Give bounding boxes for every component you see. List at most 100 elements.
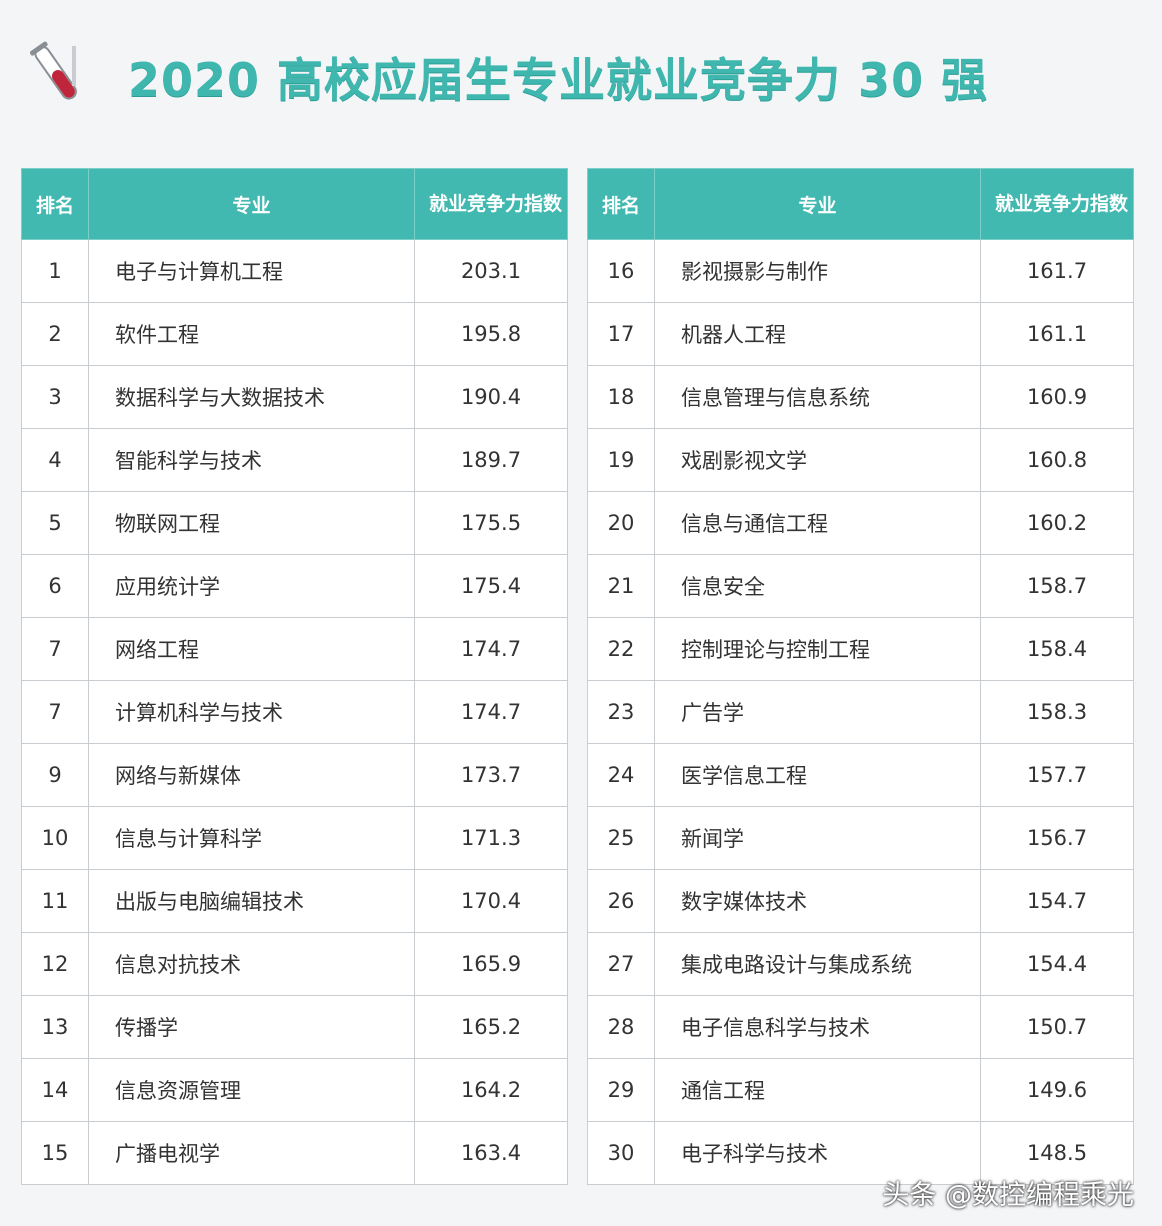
table-row: 11 出版与电脑编辑技术 170.4 <box>21 869 568 933</box>
major-cell: 计算机科学与技术 <box>88 680 415 744</box>
major-cell: 数字媒体技术 <box>654 869 981 933</box>
score-cell: 203.1 <box>414 239 568 303</box>
table-row: 15 广播电视学 163.4 <box>21 1121 568 1185</box>
rank-cell: 15 <box>21 1121 89 1185</box>
score-cell: 161.7 <box>980 239 1134 303</box>
major-cell: 新闻学 <box>654 806 981 870</box>
major-cell: 信息安全 <box>654 554 981 618</box>
header-score: 就业竞争力指数 <box>980 168 1134 240</box>
major-cell: 医学信息工程 <box>654 743 981 807</box>
table-row: 9 网络与新媒体 173.7 <box>21 743 568 807</box>
major-cell: 信息资源管理 <box>88 1058 415 1122</box>
ranking-table-right: 排名 专业 就业竞争力指数 16 影视摄影与制作 161.7 17 机器人工程 161.1… <box>587 168 1134 1185</box>
rank-cell: 26 <box>587 869 655 933</box>
rank-cell: 7 <box>21 617 89 681</box>
score-cell: 156.7 <box>980 806 1134 870</box>
table-row: 2 软件工程 195.8 <box>21 302 568 366</box>
rank-cell: 18 <box>587 365 655 429</box>
major-cell: 广告学 <box>654 680 981 744</box>
score-cell: 165.2 <box>414 995 568 1059</box>
table-row: 27 集成电路设计与集成系统 154.4 <box>587 932 1134 996</box>
score-cell: 150.7 <box>980 995 1134 1059</box>
score-cell: 154.4 <box>980 932 1134 996</box>
score-cell: 154.7 <box>980 869 1134 933</box>
table-row: 26 数字媒体技术 154.7 <box>587 869 1134 933</box>
table-row: 13 传播学 165.2 <box>21 995 568 1059</box>
rank-cell: 7 <box>21 680 89 744</box>
table-row: 4 智能科学与技术 189.7 <box>21 428 568 492</box>
score-cell: 174.7 <box>414 680 568 744</box>
table-row: 19 戏剧影视文学 160.8 <box>587 428 1134 492</box>
rank-cell: 16 <box>587 239 655 303</box>
major-cell: 戏剧影视文学 <box>654 428 981 492</box>
major-cell: 信息与计算科学 <box>88 806 415 870</box>
score-cell: 158.4 <box>980 617 1134 681</box>
table-row: 23 广告学 158.3 <box>587 680 1134 744</box>
major-cell: 智能科学与技术 <box>88 428 415 492</box>
score-cell: 173.7 <box>414 743 568 807</box>
major-cell: 电子科学与技术 <box>654 1121 981 1185</box>
table-row: 22 控制理论与控制工程 158.4 <box>587 617 1134 681</box>
major-cell: 信息管理与信息系统 <box>654 365 981 429</box>
rank-cell: 14 <box>21 1058 89 1122</box>
major-cell: 网络工程 <box>88 617 415 681</box>
score-cell: 171.3 <box>414 806 568 870</box>
major-cell: 软件工程 <box>88 302 415 366</box>
major-cell: 出版与电脑编辑技术 <box>88 869 415 933</box>
score-cell: 175.5 <box>414 491 568 555</box>
page-title: 2020 高校应届生专业就业竞争力 30 强 <box>128 53 989 107</box>
rank-cell: 25 <box>587 806 655 870</box>
rank-cell: 3 <box>21 365 89 429</box>
table-row: 20 信息与通信工程 160.2 <box>587 491 1134 555</box>
rank-cell: 23 <box>587 680 655 744</box>
table-header-row: 排名 专业 就业竞争力指数 <box>587 168 1134 240</box>
rank-cell: 27 <box>587 932 655 996</box>
major-cell: 传播学 <box>88 995 415 1059</box>
table-row: 17 机器人工程 161.1 <box>587 302 1134 366</box>
score-cell: 163.4 <box>414 1121 568 1185</box>
major-cell: 信息对抗技术 <box>88 932 415 996</box>
score-cell: 160.8 <box>980 428 1134 492</box>
major-cell: 机器人工程 <box>654 302 981 366</box>
rank-cell: 5 <box>21 491 89 555</box>
table-row: 16 影视摄影与制作 161.7 <box>587 239 1134 303</box>
header-major: 专业 <box>654 168 981 240</box>
score-cell: 157.7 <box>980 743 1134 807</box>
table-row: 25 新闻学 156.7 <box>587 806 1134 870</box>
major-cell: 广播电视学 <box>88 1121 415 1185</box>
rank-cell: 30 <box>587 1121 655 1185</box>
rank-cell: 2 <box>21 302 89 366</box>
score-cell: 165.9 <box>414 932 568 996</box>
rank-cell: 29 <box>587 1058 655 1122</box>
rank-cell: 10 <box>21 806 89 870</box>
table-row: 21 信息安全 158.7 <box>587 554 1134 618</box>
header-rank: 排名 <box>587 168 655 240</box>
major-cell: 应用统计学 <box>88 554 415 618</box>
test-tube-icon <box>30 41 77 100</box>
page-header: 2020 高校应届生专业就业竞争力 30 强 <box>30 30 1130 120</box>
score-cell: 195.8 <box>414 302 568 366</box>
table-row: 6 应用统计学 175.4 <box>21 554 568 618</box>
table-row: 14 信息资源管理 164.2 <box>21 1058 568 1122</box>
major-cell: 物联网工程 <box>88 491 415 555</box>
table-row: 29 通信工程 149.6 <box>587 1058 1134 1122</box>
rank-cell: 12 <box>21 932 89 996</box>
table-header-row: 排名 专业 就业竞争力指数 <box>21 168 568 240</box>
major-cell: 通信工程 <box>654 1058 981 1122</box>
score-cell: 175.4 <box>414 554 568 618</box>
source-watermark: 头条 @数控编程乘光 <box>882 1180 1134 1211</box>
table-row: 18 信息管理与信息系统 160.9 <box>587 365 1134 429</box>
rank-cell: 9 <box>21 743 89 807</box>
rank-cell: 11 <box>21 869 89 933</box>
score-cell: 158.3 <box>980 680 1134 744</box>
table-row: 24 医学信息工程 157.7 <box>587 743 1134 807</box>
major-cell: 信息与通信工程 <box>654 491 981 555</box>
table-row: 5 物联网工程 175.5 <box>21 491 568 555</box>
major-cell: 电子信息科学与技术 <box>654 995 981 1059</box>
ranking-table-left: 排名 专业 就业竞争力指数 1 电子与计算机工程 203.1 2 软件工程 195.8 3 数… <box>21 168 568 1185</box>
header-rank: 排名 <box>21 168 89 240</box>
header-major: 专业 <box>88 168 415 240</box>
rank-cell: 22 <box>587 617 655 681</box>
score-cell: 158.7 <box>980 554 1134 618</box>
major-cell: 网络与新媒体 <box>88 743 415 807</box>
